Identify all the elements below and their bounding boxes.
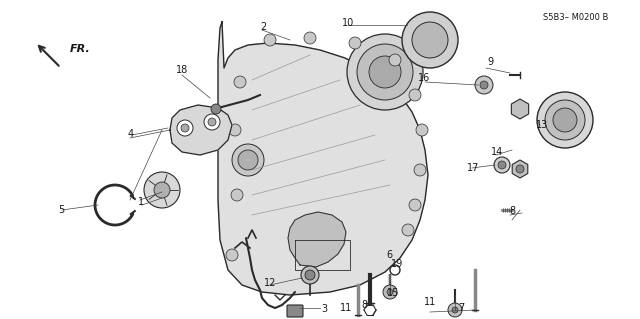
Text: 6: 6	[386, 250, 392, 260]
Text: 12: 12	[264, 278, 276, 288]
Circle shape	[409, 199, 421, 211]
Text: 2: 2	[260, 22, 266, 32]
Text: 11: 11	[424, 297, 436, 307]
Text: 5: 5	[58, 205, 64, 215]
Text: 7: 7	[458, 303, 464, 313]
Polygon shape	[218, 22, 428, 295]
Circle shape	[349, 37, 361, 49]
Circle shape	[409, 89, 421, 101]
Text: 15: 15	[387, 288, 399, 298]
Circle shape	[387, 289, 393, 295]
Circle shape	[232, 144, 264, 176]
Circle shape	[177, 120, 193, 136]
Text: 17: 17	[467, 163, 479, 173]
Circle shape	[154, 182, 170, 198]
Polygon shape	[512, 160, 528, 178]
Text: 8: 8	[361, 300, 367, 310]
Circle shape	[369, 56, 401, 88]
Circle shape	[553, 108, 577, 132]
Circle shape	[383, 285, 397, 299]
Text: 14: 14	[491, 147, 503, 157]
Circle shape	[264, 34, 276, 46]
Circle shape	[475, 76, 493, 94]
Text: 19: 19	[391, 259, 403, 269]
Circle shape	[402, 12, 458, 68]
Circle shape	[238, 150, 258, 170]
Text: FR.: FR.	[70, 44, 91, 54]
Circle shape	[231, 189, 243, 201]
Polygon shape	[511, 99, 529, 119]
Circle shape	[412, 22, 448, 58]
Text: 11: 11	[340, 303, 352, 313]
Circle shape	[545, 100, 585, 140]
Circle shape	[537, 92, 593, 148]
Text: 3: 3	[321, 304, 327, 314]
Circle shape	[211, 104, 221, 114]
Text: 9: 9	[487, 57, 493, 67]
Circle shape	[305, 270, 315, 280]
Circle shape	[234, 76, 246, 88]
Circle shape	[144, 172, 180, 208]
Circle shape	[480, 81, 488, 89]
Circle shape	[357, 44, 413, 100]
Circle shape	[226, 249, 238, 261]
Text: 4: 4	[128, 129, 134, 139]
Polygon shape	[170, 105, 232, 155]
Text: 8: 8	[509, 206, 515, 216]
Circle shape	[416, 124, 428, 136]
Text: 18: 18	[176, 65, 188, 75]
Circle shape	[229, 124, 241, 136]
Circle shape	[414, 164, 426, 176]
Circle shape	[301, 266, 319, 284]
Circle shape	[516, 165, 524, 173]
Circle shape	[304, 32, 316, 44]
Polygon shape	[288, 212, 346, 267]
Circle shape	[498, 161, 506, 169]
Circle shape	[389, 54, 401, 66]
Circle shape	[402, 224, 414, 236]
Text: 13: 13	[536, 120, 548, 130]
Circle shape	[204, 114, 220, 130]
Text: 16: 16	[418, 73, 430, 83]
Circle shape	[208, 118, 216, 126]
FancyBboxPatch shape	[287, 305, 303, 317]
Circle shape	[347, 34, 423, 110]
Text: 10: 10	[342, 18, 354, 28]
Text: S5B3– M0200 B: S5B3– M0200 B	[543, 13, 608, 23]
Circle shape	[448, 303, 462, 317]
Circle shape	[181, 124, 189, 132]
Circle shape	[494, 157, 510, 173]
Text: 1: 1	[138, 197, 144, 207]
Circle shape	[452, 307, 458, 313]
